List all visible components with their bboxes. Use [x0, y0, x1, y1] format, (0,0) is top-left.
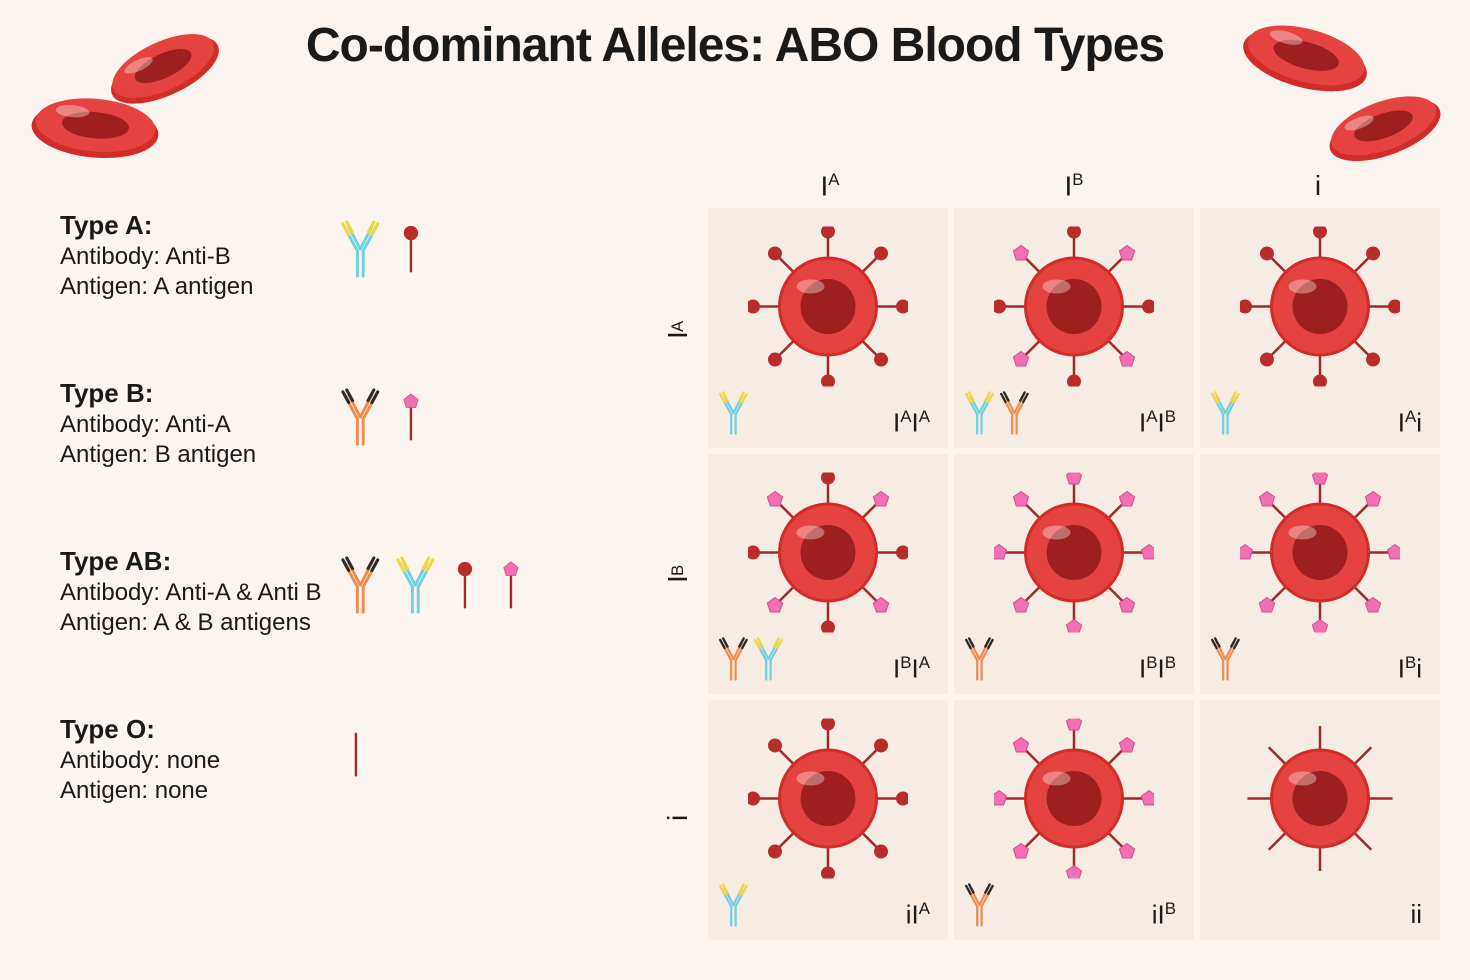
rbc-with-antigens-icon — [748, 719, 908, 884]
rbc-with-antigens-icon — [994, 227, 1154, 392]
no-antigen-icon — [340, 724, 372, 787]
blood-types-legend: Type A: Antibody: Anti-B Antigen: A anti… — [60, 210, 600, 882]
rbc-with-antigens-icon — [1240, 227, 1400, 392]
punnett-square: IAIBi IAIBi IAIA — [648, 170, 1440, 940]
cell-genotype: IAIB — [1139, 407, 1176, 439]
type-icons — [340, 220, 426, 283]
type-antibody-line: Antibody: Anti-A — [60, 411, 600, 439]
decor-rbc-icon — [26, 88, 164, 171]
rbc-with-antigens-icon — [748, 227, 908, 392]
punnett-cell: iIB — [954, 700, 1194, 940]
type-block: Type A: Antibody: Anti-B Antigen: A anti… — [60, 210, 600, 320]
cell-genotype: iIA — [906, 899, 930, 931]
type-heading: Type O: — [60, 714, 600, 745]
rbc-with-antigens-icon — [1240, 473, 1400, 638]
anti-a-antibody-icon — [340, 556, 381, 619]
anti-a-antibody-icon — [964, 637, 995, 686]
type-antigen-line: Antigen: A antigen — [60, 273, 600, 301]
cell-antibodies — [964, 391, 1030, 440]
anti-a-antibody-icon — [718, 637, 749, 686]
punnett-cell: IAi — [1200, 208, 1440, 448]
a-antigen-icon — [449, 556, 481, 619]
punnett-col-label: IB — [954, 170, 1194, 202]
anti-a-antibody-icon — [999, 391, 1030, 440]
punnett-cell: IBIB — [954, 454, 1194, 694]
anti-b-antibody-icon — [718, 391, 749, 440]
type-heading: Type A: — [60, 210, 600, 241]
punnett-row-label: IB — [648, 454, 708, 694]
punnett-col-label: IA — [710, 170, 950, 202]
punnett-cell: IAIA — [708, 208, 948, 448]
cell-antibodies — [964, 883, 995, 932]
anti-b-antibody-icon — [964, 391, 995, 440]
type-antibody-line: Antibody: Anti-B — [60, 243, 600, 271]
cell-antibodies — [718, 637, 784, 686]
anti-b-antibody-icon — [1210, 391, 1241, 440]
b-antigen-icon — [495, 556, 527, 619]
type-icons — [340, 388, 426, 451]
anti-a-antibody-icon — [1210, 637, 1241, 686]
punnett-col-label: i — [1198, 170, 1438, 202]
punnett-cell: IBIA — [708, 454, 948, 694]
cell-genotype: ii — [1410, 899, 1422, 930]
punnett-row-label: i — [648, 698, 708, 938]
punnett-col-headers: IAIBi — [708, 170, 1440, 202]
b-antigen-icon — [395, 388, 427, 451]
cell-genotype: IBIA — [893, 653, 930, 685]
punnett-row-headers: IAIBi — [648, 208, 708, 940]
cell-genotype: IAIA — [893, 407, 930, 439]
anti-b-antibody-icon — [718, 883, 749, 932]
cell-genotype: iIB — [1152, 899, 1176, 931]
a-antigen-icon — [395, 220, 427, 283]
punnett-cell: ii — [1200, 700, 1440, 940]
cell-antibodies — [1210, 637, 1241, 686]
cell-genotype: IBi — [1398, 653, 1422, 685]
type-icons — [340, 556, 527, 619]
rbc-with-antigens-icon — [748, 473, 908, 638]
type-antigen-line: Antigen: B antigen — [60, 441, 600, 469]
anti-b-antibody-icon — [395, 556, 436, 619]
punnett-row-label: IA — [648, 210, 708, 450]
cell-genotype: IBIB — [1139, 653, 1176, 685]
type-icons — [340, 724, 372, 787]
cell-antibodies — [1210, 391, 1241, 440]
type-block: Type AB: Antibody: Anti-A & Anti B Antig… — [60, 546, 600, 656]
rbc-with-antigens-icon — [994, 473, 1154, 638]
type-heading: Type B: — [60, 378, 600, 409]
punnett-cell: IBi — [1200, 454, 1440, 694]
anti-a-antibody-icon — [964, 883, 995, 932]
punnett-grid: IAIA — [708, 208, 1440, 940]
anti-b-antibody-icon — [340, 220, 381, 283]
cell-antibodies — [718, 883, 749, 932]
cell-antibodies — [718, 391, 749, 440]
punnett-cell: IAIB — [954, 208, 1194, 448]
rbc-with-antigens-icon — [1240, 719, 1400, 884]
type-antigen-line: Antigen: none — [60, 777, 600, 805]
rbc-with-antigens-icon — [994, 719, 1154, 884]
type-block: Type B: Antibody: Anti-A Antigen: B anti… — [60, 378, 600, 488]
cell-antibodies — [964, 637, 995, 686]
punnett-cell: iIA — [708, 700, 948, 940]
type-antibody-line: Antibody: none — [60, 747, 600, 775]
cell-genotype: IAi — [1398, 407, 1422, 439]
anti-b-antibody-icon — [753, 637, 784, 686]
anti-a-antibody-icon — [340, 388, 381, 451]
type-block: Type O: Antibody: none Antigen: none — [60, 714, 600, 824]
